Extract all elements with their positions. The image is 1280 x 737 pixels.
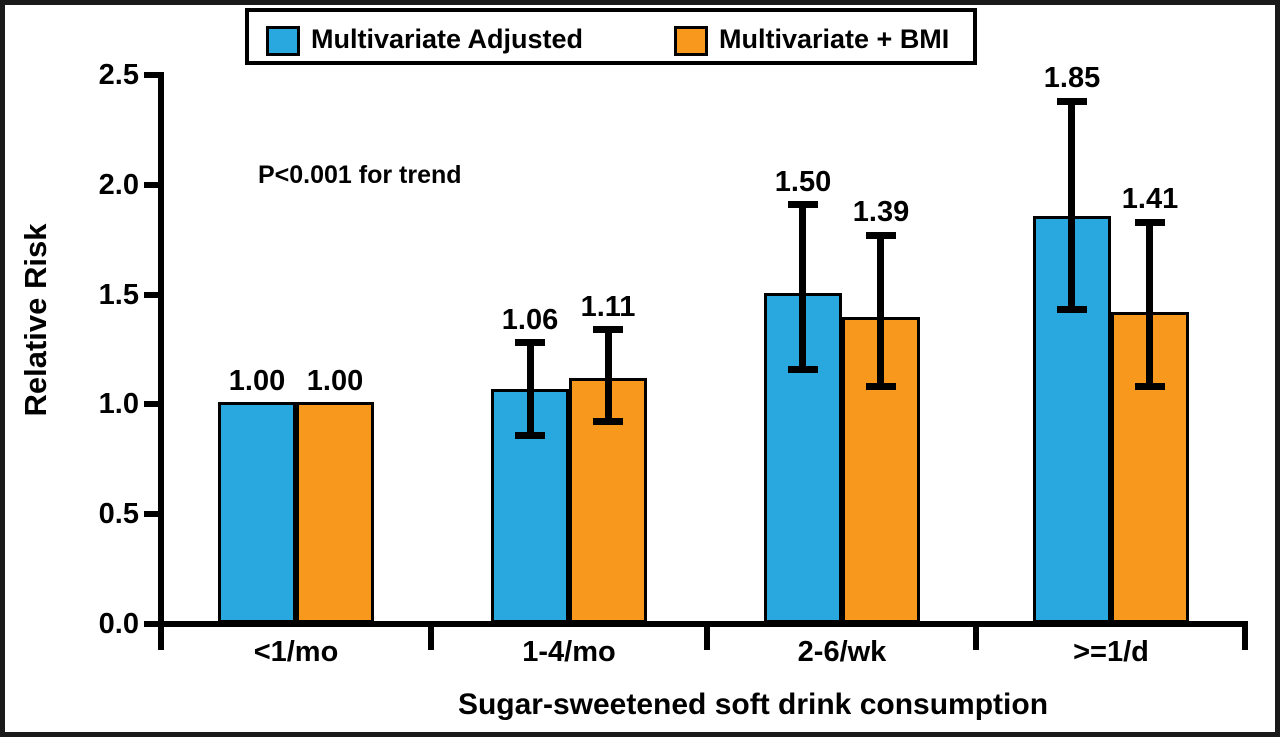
bar-value-label: 1.00 xyxy=(306,365,364,397)
y-tick-mark xyxy=(144,292,158,298)
y-tick-label: 1.0 xyxy=(98,388,139,420)
y-axis-line xyxy=(158,72,164,650)
error-bar-cap-bottom xyxy=(788,366,818,373)
error-bar-cap-top xyxy=(1135,219,1165,226)
bar-multivariate-bmi xyxy=(296,402,374,623)
y-tick-mark xyxy=(144,511,158,517)
x-category-label: >=1/d xyxy=(1073,636,1149,668)
y-tick-mark xyxy=(144,621,158,627)
y-tick-label: 1.5 xyxy=(98,279,139,311)
bar-value-label: 1.06 xyxy=(501,304,559,336)
x-axis-title: Sugar-sweetened soft drink consumption xyxy=(457,688,1049,721)
error-bar-cap-bottom xyxy=(1135,383,1165,390)
y-tick-label: 2.5 xyxy=(98,59,139,91)
error-bar-line xyxy=(1068,101,1075,310)
bar-value-label: 1.39 xyxy=(852,196,910,228)
bar-value-label: 1.00 xyxy=(228,365,286,397)
x-tick-mark xyxy=(1242,621,1248,650)
error-bar-cap-top xyxy=(1057,98,1087,105)
error-bar-cap-top xyxy=(866,232,896,239)
error-bar-cap-bottom xyxy=(1057,306,1087,313)
y-tick-mark xyxy=(144,182,158,188)
x-category-label: 1-4/mo xyxy=(522,636,616,668)
error-bar-cap-top xyxy=(593,326,623,333)
error-bar-cap-bottom xyxy=(866,383,896,390)
x-tick-mark xyxy=(428,621,434,650)
bar-value-label: 1.85 xyxy=(1043,62,1101,94)
x-tick-mark xyxy=(704,621,710,650)
error-bar-line xyxy=(1146,222,1153,387)
error-bar-cap-top xyxy=(788,201,818,208)
legend-swatch-multivariate-bmi xyxy=(674,26,708,56)
x-category-label: <1/mo xyxy=(253,636,339,668)
error-bar-line xyxy=(799,205,806,370)
error-bar-line xyxy=(877,235,884,387)
legend-label-multivariate-bmi: Multivariate + BMI xyxy=(719,24,950,54)
y-tick-mark xyxy=(144,401,158,407)
error-bar-cap-bottom xyxy=(593,418,623,425)
x-tick-mark xyxy=(973,621,979,650)
bar-value-label: 1.41 xyxy=(1121,183,1179,215)
y-tick-label: 0.5 xyxy=(98,498,139,530)
bar-value-label: 1.11 xyxy=(580,291,636,323)
bar-multivariate-adjusted xyxy=(218,402,296,623)
error-bar-cap-bottom xyxy=(515,432,545,439)
error-bar-line xyxy=(527,343,534,435)
y-tick-mark xyxy=(144,72,158,78)
legend: Multivariate Adjusted Multivariate + BMI xyxy=(245,8,977,65)
error-bar-line xyxy=(605,330,612,422)
bar-multivariate-adjusted xyxy=(491,389,569,623)
p-value-annotation: P<0.001 for trend xyxy=(258,161,462,189)
y-tick-label: 0.0 xyxy=(98,608,139,640)
legend-swatch-multivariate-adjusted xyxy=(266,26,300,56)
error-bar-cap-top xyxy=(515,339,545,346)
bar-value-label: 1.50 xyxy=(774,166,832,198)
y-tick-label: 2.0 xyxy=(98,169,139,201)
x-category-label: 2-6/wk xyxy=(797,636,887,668)
x-axis-line xyxy=(158,621,1248,627)
legend-label-multivariate-adjusted: Multivariate Adjusted xyxy=(311,24,584,54)
y-axis-title: Relative Risk xyxy=(18,223,53,417)
